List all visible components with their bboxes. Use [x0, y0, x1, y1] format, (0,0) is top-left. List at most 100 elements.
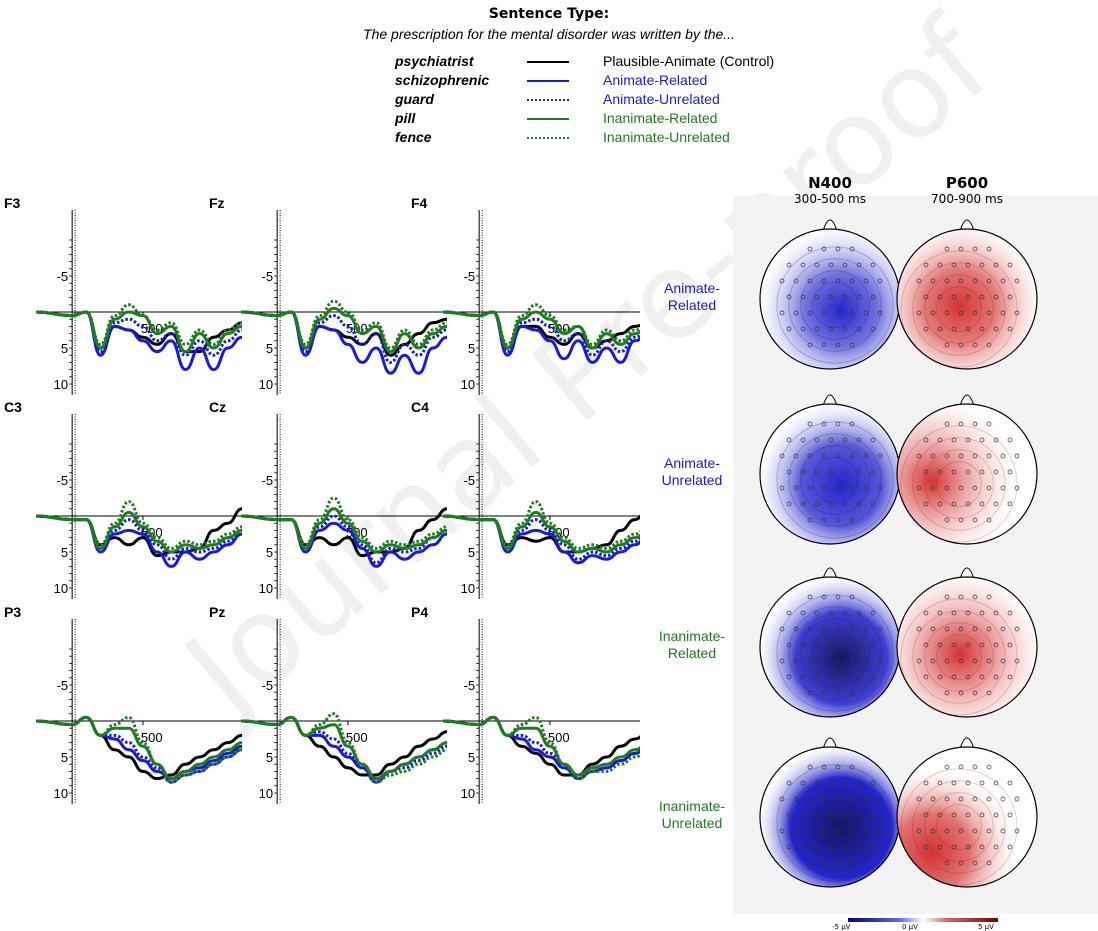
electrode-dot [1007, 780, 1013, 786]
electrode-dot [958, 796, 964, 802]
legend-word: guard [395, 91, 434, 107]
electrode-dot [986, 278, 992, 284]
electrode-dot [835, 764, 841, 770]
electrode-dot [828, 294, 834, 300]
electrode-dot [842, 437, 848, 443]
electrode-dot [877, 453, 883, 459]
y-tick-label: 5 [266, 750, 273, 765]
electrode-dot [979, 674, 985, 680]
electrode-dot [779, 658, 785, 664]
electrode-dot [944, 658, 950, 664]
y-tick-label: 10 [54, 786, 68, 801]
electrode-dot [842, 262, 848, 268]
electrode-dot [972, 764, 978, 770]
electrode-dot [944, 485, 950, 491]
electrode-dot [807, 517, 813, 523]
electrode-dot [923, 780, 929, 786]
electrode-dot [807, 594, 813, 600]
electrode-dot [993, 610, 999, 616]
column-title-main: N400 [808, 174, 852, 192]
electrode-dot [828, 501, 834, 507]
condition-label: Inanimate- Related [637, 628, 747, 662]
electrode-dot [923, 812, 929, 818]
electrode-dot [958, 310, 964, 316]
contour-line [936, 804, 982, 850]
legend-label: Animate-Related [603, 72, 708, 88]
electrode-dot [1014, 310, 1020, 316]
electrode-dot [951, 674, 957, 680]
electrode-dot [923, 294, 929, 300]
electrode-dot [779, 485, 785, 491]
electrode-dot [923, 437, 929, 443]
electrode-dot [944, 860, 950, 866]
electrode-dot [1014, 658, 1020, 664]
electrode-dot [849, 626, 855, 632]
electrode-dot [930, 828, 936, 834]
electrode-dot [877, 310, 883, 316]
electrode-dot [849, 342, 855, 348]
condition-label-line: Animate- [663, 455, 721, 471]
condition-label-line: Related [667, 297, 717, 313]
x-tick-label: 500 [141, 730, 163, 745]
contour-line [936, 634, 982, 680]
electrode-dot [972, 310, 978, 316]
electrode-dot [1000, 658, 1006, 664]
electrode-dot [779, 453, 785, 459]
electrode-dot [849, 310, 855, 316]
electrode-dot [821, 658, 827, 664]
electrode-dot [828, 262, 834, 268]
electrode-label: Pz [209, 604, 225, 620]
legend-swatch [527, 61, 569, 63]
electrode-dot [807, 421, 813, 427]
electrode-dot [849, 658, 855, 664]
erp-panel: Pz -5 5 10 500 [209, 604, 451, 804]
contour-line [776, 421, 894, 539]
electrode-dot [870, 780, 876, 786]
electrode-dot [800, 262, 806, 268]
y-tick-label: 5 [468, 750, 475, 765]
electrode-dot [986, 421, 992, 427]
electrode-dot [965, 610, 971, 616]
electrode-dot [821, 626, 827, 632]
condition-label-line: Unrelated [661, 815, 723, 831]
electrode-dot [937, 326, 943, 332]
electrode-dot [863, 310, 869, 316]
electrode-dot [870, 844, 876, 850]
electrode-dot [849, 594, 855, 600]
electrode-dot [972, 453, 978, 459]
y-tick-label: 10 [54, 377, 68, 392]
column-title-main: P600 [945, 174, 989, 192]
electrode-dot [870, 501, 876, 507]
electrode-dot [979, 437, 985, 443]
contour-line [900, 425, 1018, 543]
electrode-dot [870, 469, 876, 475]
electrode-dot [807, 453, 813, 459]
electrode-dot [965, 469, 971, 475]
electrode-dot [779, 828, 785, 834]
electrode-dot [800, 437, 806, 443]
y-tick-label: 5 [266, 545, 273, 560]
electrode-dot [972, 517, 978, 523]
electrode-dot [944, 310, 950, 316]
electrode-dot [965, 642, 971, 648]
electrode-dot [1014, 485, 1020, 491]
erp-series-line [241, 299, 448, 350]
electrode-dot [993, 674, 999, 680]
electrode-dot [993, 780, 999, 786]
electrode-dot [972, 485, 978, 491]
electrode-dot [1000, 828, 1006, 834]
electrode-dot [814, 610, 820, 616]
electrode-dot [870, 294, 876, 300]
electrode-dot [958, 690, 964, 696]
electrode-label: C4 [411, 399, 429, 415]
topography-maps [759, 219, 1038, 922]
contour-line [812, 630, 858, 676]
head-outline [896, 746, 1038, 888]
electrode-dot [793, 828, 799, 834]
electrode-dot [814, 501, 820, 507]
contour-line [812, 457, 858, 503]
contour-line [776, 764, 894, 882]
